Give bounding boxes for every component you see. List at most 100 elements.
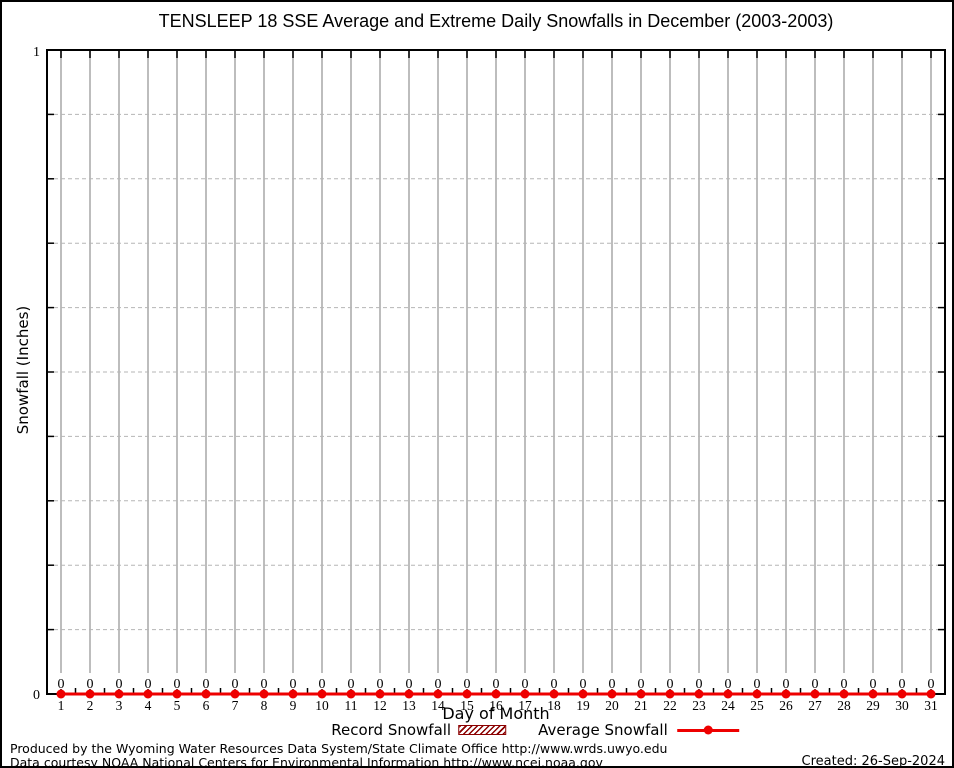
x-tick-label: 12 <box>373 698 387 713</box>
data-point-label: 0 <box>551 677 558 692</box>
data-point-label: 0 <box>348 677 355 692</box>
data-point-label: 0 <box>841 677 848 692</box>
data-point-marker <box>810 689 820 699</box>
data-point-label: 0 <box>377 677 384 692</box>
x-tick-label: 14 <box>431 698 445 713</box>
x-tick-label: 1 <box>58 698 65 713</box>
data-point-marker <box>433 689 443 699</box>
data-point-marker <box>317 689 327 699</box>
x-tick-label: 31 <box>924 698 938 713</box>
y-axis-title: Snowfall (Inches) <box>14 305 32 435</box>
data-point-marker <box>868 689 878 699</box>
data-point-marker <box>259 689 269 699</box>
x-tick-label: 21 <box>634 698 648 713</box>
data-point-marker <box>665 689 675 699</box>
data-point-label: 0 <box>580 677 587 692</box>
data-point-label: 0 <box>145 677 152 692</box>
x-tick-label: 22 <box>663 698 677 713</box>
data-point-marker <box>752 689 762 699</box>
data-point-label: 0 <box>899 677 906 692</box>
x-tick-label: 13 <box>402 698 416 713</box>
data-point-marker <box>636 689 646 699</box>
data-point-marker <box>230 689 240 699</box>
data-point-marker <box>288 689 298 699</box>
data-point-label: 0 <box>116 677 123 692</box>
x-tick-label: 15 <box>460 698 474 713</box>
x-tick-label: 24 <box>721 698 735 713</box>
x-tick-label: 30 <box>895 698 909 713</box>
data-point-label: 0 <box>667 677 674 692</box>
data-point-marker <box>114 689 124 699</box>
data-point-label: 0 <box>696 677 703 692</box>
data-point-marker <box>839 689 849 699</box>
x-tick-label: 2 <box>87 698 94 713</box>
chart-title: TENSLEEP 18 SSE Average and Extreme Dail… <box>158 11 834 31</box>
x-tick-label: 11 <box>345 698 358 713</box>
data-point-label: 0 <box>928 677 935 692</box>
data-point-label: 0 <box>783 677 790 692</box>
x-tick-label: 17 <box>518 698 532 713</box>
data-point-label: 0 <box>609 677 616 692</box>
data-point-label: 0 <box>203 677 210 692</box>
x-tick-label: 4 <box>145 698 152 713</box>
data-point-marker <box>375 689 385 699</box>
footer-data-courtesy: Data courtesy NOAA National Centers for … <box>10 755 603 768</box>
x-tick-label: 8 <box>261 698 268 713</box>
data-point-label: 0 <box>638 677 645 692</box>
data-point-marker <box>346 689 356 699</box>
x-tick-label: 26 <box>779 698 793 713</box>
data-point-label: 0 <box>435 677 442 692</box>
average-snowfall-point-icon <box>703 725 713 735</box>
data-point-marker <box>172 689 182 699</box>
legend-label-average-snowfall: Average Snowfall <box>538 721 668 739</box>
x-tick-label: 9 <box>290 698 297 713</box>
x-tick-label: 19 <box>576 698 590 713</box>
data-point-label: 0 <box>261 677 268 692</box>
data-point-marker <box>201 689 211 699</box>
data-point-marker <box>85 689 95 699</box>
y-tick-label: 0 <box>33 688 40 703</box>
data-point-marker <box>781 689 791 699</box>
data-point-label: 0 <box>174 677 181 692</box>
data-point-marker <box>694 689 704 699</box>
data-point-label: 0 <box>493 677 500 692</box>
data-point-marker <box>404 689 414 699</box>
data-point-marker <box>897 689 907 699</box>
data-point-label: 0 <box>232 677 239 692</box>
data-point-label: 0 <box>406 677 413 692</box>
x-tick-label: 16 <box>489 698 503 713</box>
x-tick-label: 18 <box>547 698 561 713</box>
x-tick-label: 10 <box>315 698 329 713</box>
footer-created-date: Created: 26-Sep-2024 <box>801 754 945 768</box>
x-tick-label: 3 <box>116 698 123 713</box>
data-point-marker <box>549 689 559 699</box>
data-point-label: 0 <box>58 677 65 692</box>
record-snowfall-swatch-icon <box>458 725 507 735</box>
y-tick-label: 1 <box>33 45 40 60</box>
data-point-label: 0 <box>870 677 877 692</box>
data-point-label: 0 <box>87 677 94 692</box>
data-point-label: 0 <box>319 677 326 692</box>
x-tick-label: 29 <box>866 698 880 713</box>
data-point-marker <box>723 689 733 699</box>
data-point-label: 0 <box>812 677 819 692</box>
x-tick-label: 6 <box>203 698 210 713</box>
average-snowfall-line-icon <box>676 725 739 735</box>
data-point-marker <box>56 689 66 699</box>
data-point-marker <box>520 689 530 699</box>
x-axis-title: Day of Month <box>442 704 550 723</box>
data-point-marker <box>462 689 472 699</box>
data-point-marker <box>143 689 153 699</box>
x-tick-label: 28 <box>837 698 851 713</box>
x-tick-label: 25 <box>750 698 764 713</box>
data-point-label: 0 <box>725 677 732 692</box>
data-point-marker <box>926 689 936 699</box>
data-point-label: 0 <box>290 677 297 692</box>
data-point-marker <box>578 689 588 699</box>
x-tick-label: 5 <box>174 698 181 713</box>
legend: Record Snowfall Average Snowfall <box>331 721 739 739</box>
data-point-marker <box>607 689 617 699</box>
legend-label-record-snowfall: Record Snowfall <box>331 721 452 739</box>
